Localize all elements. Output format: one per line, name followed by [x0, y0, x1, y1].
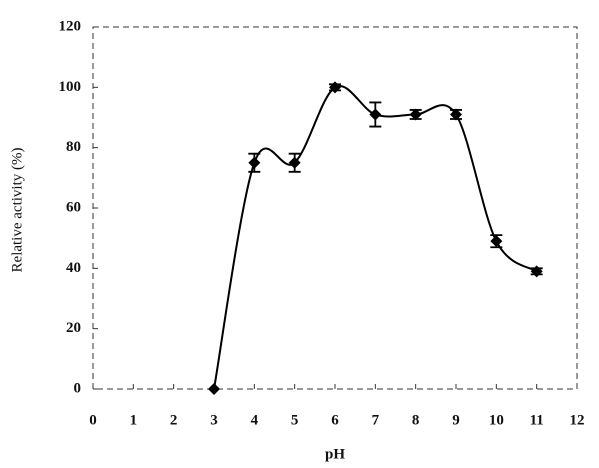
data-point — [329, 81, 341, 94]
y-tick-label: 0 — [74, 380, 82, 396]
data-point — [450, 108, 462, 121]
data-point — [288, 156, 301, 169]
x-tick-label: 4 — [251, 412, 259, 428]
x-tick-label: 9 — [452, 412, 460, 428]
x-tick-label: 10 — [489, 412, 504, 428]
data-point — [369, 108, 382, 121]
data-point — [248, 156, 261, 169]
data-point — [530, 265, 543, 278]
y-tick-label: 120 — [59, 18, 82, 34]
plot-frame — [92, 26, 578, 390]
y-tick-label: 80 — [66, 139, 81, 155]
x-tick-label: 0 — [89, 412, 97, 428]
y-axis-label: Relative activity (%) — [9, 148, 25, 273]
data-point — [208, 383, 220, 395]
x-tick-label: 3 — [210, 412, 218, 428]
x-tick-label: 2 — [170, 412, 178, 428]
data-point — [490, 235, 503, 248]
x-tick-label: 1 — [130, 412, 138, 428]
y-tick-label: 20 — [66, 320, 81, 336]
x-tick-label: 12 — [570, 412, 585, 428]
x-tick-label: 6 — [331, 412, 339, 428]
x-tick-label: 7 — [372, 412, 380, 428]
data-point — [409, 108, 422, 121]
y-tick-label: 100 — [59, 79, 82, 95]
x-tick-label: 5 — [291, 412, 299, 428]
x-tick-label: 8 — [412, 412, 420, 428]
y-tick-label: 60 — [66, 199, 81, 215]
y-tick-label: 40 — [66, 260, 81, 276]
x-axis-label: pH — [325, 446, 345, 462]
data-line — [213, 85, 538, 390]
x-tick-label: 11 — [530, 412, 544, 428]
